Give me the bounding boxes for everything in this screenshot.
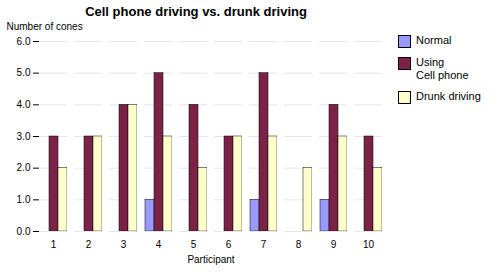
svg-text:Participant: Participant xyxy=(187,254,234,265)
svg-text:1: 1 xyxy=(51,239,57,250)
svg-text:3.0: 3.0 xyxy=(17,131,31,142)
svg-text:2.0: 2.0 xyxy=(17,162,31,173)
svg-text:3: 3 xyxy=(121,239,127,250)
svg-text:1.0: 1.0 xyxy=(17,194,31,205)
html-text:Drunk driving: Drunk driving xyxy=(416,90,481,103)
svg-text:6: 6 xyxy=(226,239,232,250)
html-text:Normal: Normal xyxy=(416,34,452,46)
svg-text:10: 10 xyxy=(363,239,375,250)
svg-text:4: 4 xyxy=(156,239,162,250)
svg-text:7: 7 xyxy=(261,239,267,250)
svg-text:Number of cones: Number of cones xyxy=(7,21,83,32)
svg-text:0.0: 0.0 xyxy=(17,226,31,237)
svg-text:4.0: 4.0 xyxy=(17,99,31,110)
svg-text:8: 8 xyxy=(296,239,302,250)
svg-text:2: 2 xyxy=(86,239,92,250)
svg-text:5: 5 xyxy=(191,239,197,250)
svg-text:6.0: 6.0 xyxy=(17,36,31,47)
html-text:Using Cell phone: Using Cell phone xyxy=(416,56,469,82)
svg-text:9: 9 xyxy=(331,239,337,250)
html-text:Cell phone driving vs. drunk d: Cell phone driving vs. drunk driving xyxy=(85,4,307,19)
svg-text:5.0: 5.0 xyxy=(17,67,31,78)
